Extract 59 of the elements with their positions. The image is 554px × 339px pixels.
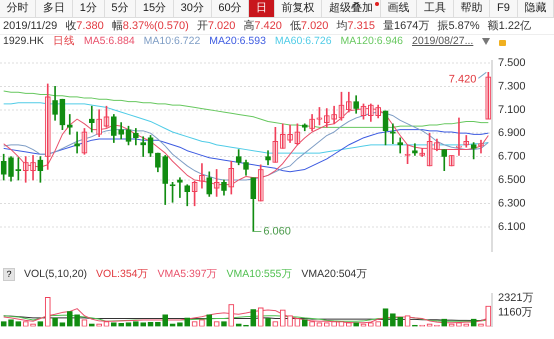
text: MA20:6.593 bbox=[209, 35, 266, 48]
bar bbox=[74, 314, 80, 326]
text: MA5:6.884 bbox=[84, 35, 135, 48]
text: 帮助 bbox=[460, 2, 483, 14]
text: 画线 bbox=[388, 2, 410, 14]
text: VOL:354万 bbox=[96, 268, 148, 281]
text: 分时 bbox=[6, 2, 29, 14]
bar bbox=[397, 316, 404, 326]
chart-title: 1929.HK bbox=[3, 35, 44, 48]
bar bbox=[382, 308, 388, 326]
y-tick-label: 6.300 bbox=[498, 197, 526, 210]
annotation: 6.060 bbox=[263, 226, 291, 238]
text: 2019/11/29 bbox=[3, 19, 58, 34]
bar bbox=[390, 313, 396, 326]
chart-subtitle: 日线 bbox=[52, 35, 75, 48]
text: 15分 bbox=[142, 2, 166, 14]
y-tick-label: 6.500 bbox=[498, 174, 526, 186]
text: 超级叠加 bbox=[329, 2, 374, 14]
text: 收7.380 bbox=[65, 20, 104, 32]
y-tick-label: 2321万 bbox=[498, 292, 534, 304]
text: 额1.22亿 bbox=[488, 20, 532, 32]
chart-title: VOL(5,10,20) bbox=[24, 268, 88, 281]
text: 振5.87% bbox=[437, 20, 480, 32]
y-tick-label: 7.100 bbox=[498, 104, 526, 116]
text: 5分 bbox=[111, 2, 128, 14]
text: 1分 bbox=[80, 2, 97, 14]
text: 隐藏 bbox=[524, 2, 546, 14]
text: 日 bbox=[256, 2, 268, 14]
text: 2019/08/27... bbox=[412, 35, 474, 48]
y-tick-label: 6.700 bbox=[498, 150, 526, 163]
text: VMA20:504万 bbox=[301, 268, 368, 281]
text: 前复权 bbox=[282, 2, 315, 14]
text: MA10:6.722 bbox=[144, 35, 200, 48]
text: 高7.420 bbox=[243, 20, 282, 32]
bar bbox=[250, 309, 256, 326]
y-tick-label: 6.900 bbox=[498, 127, 526, 140]
text: 开7.020 bbox=[196, 20, 236, 32]
y-tick-label: 7.500 bbox=[498, 56, 526, 69]
text: 30分 bbox=[180, 2, 204, 14]
y-tick-label: 6.100 bbox=[498, 220, 526, 233]
help-icon: ? bbox=[3, 268, 15, 281]
text: 量1674万 bbox=[382, 20, 430, 32]
text: MA120:6.946 bbox=[340, 35, 404, 48]
bar bbox=[162, 314, 168, 326]
y-tick-label: 1160万 bbox=[498, 306, 533, 318]
text: F9 bbox=[497, 2, 510, 14]
text: 幅8.37%(0.570) bbox=[112, 20, 189, 32]
y-tick-label: 7.300 bbox=[498, 80, 526, 92]
text: 工具 bbox=[424, 2, 446, 14]
text: MA60:6.726 bbox=[274, 35, 332, 48]
text: 低7.020 bbox=[290, 20, 328, 32]
text: VMA5:397万 bbox=[158, 268, 218, 281]
text: 60分 bbox=[218, 2, 242, 14]
annotation: 7.420 bbox=[448, 73, 476, 86]
bar bbox=[66, 311, 73, 326]
text: VMA10:555万 bbox=[226, 268, 292, 281]
bar bbox=[206, 314, 212, 326]
text: 多日 bbox=[43, 2, 66, 14]
text: 均7.315 bbox=[336, 20, 375, 32]
